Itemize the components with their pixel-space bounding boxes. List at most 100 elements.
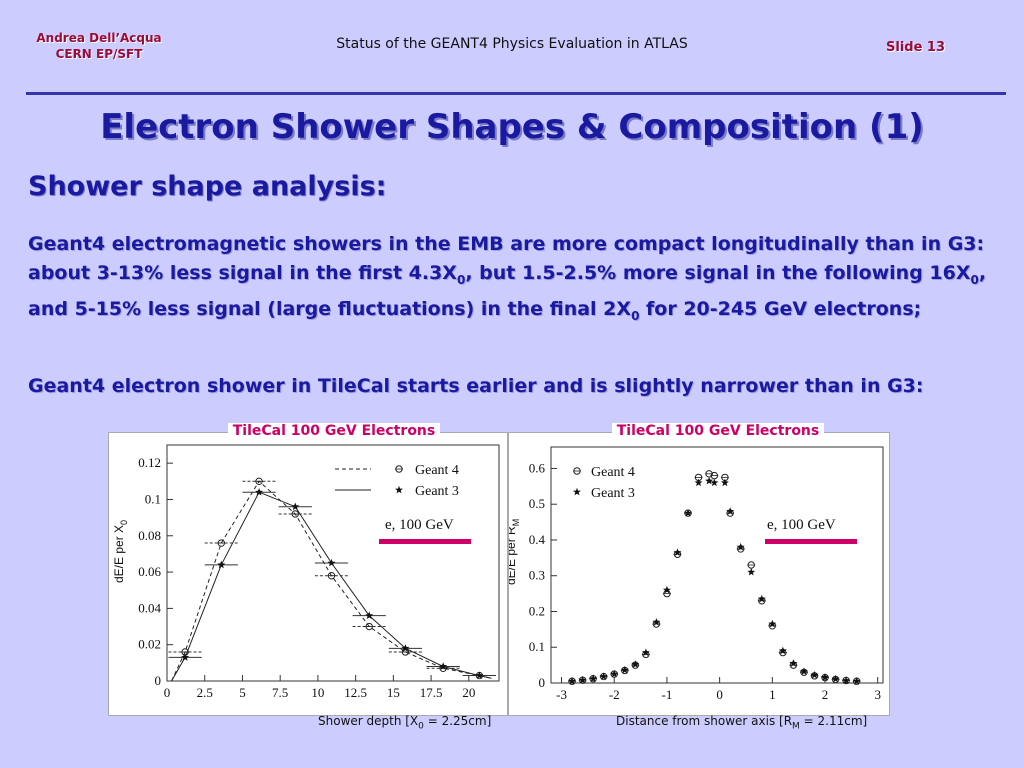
geant3-point: [662, 585, 671, 594]
geant3-point: [181, 653, 190, 661]
geant3-point: [831, 674, 840, 683]
chart-radial-title: TileCal 100 GeV Electrons: [612, 423, 824, 439]
x-tick-label: 2: [822, 687, 829, 702]
x-tick-label: 2.5: [197, 685, 213, 700]
chart-depth: 0 2.5 5 7.5 10 12.5 15 17.5 20 0 0.02 0.04 0.06 0.08 0…: [112, 444, 500, 700]
geant3-point: [439, 662, 448, 670]
annotation-label: e, 100 GeV: [385, 517, 454, 533]
x-tick-label: 7.5: [272, 685, 288, 700]
series-geant4-curve: [171, 480, 492, 682]
geant3-point: [589, 674, 598, 683]
slide-number: Slide 13: [886, 40, 946, 55]
y-tick-label: 0.2: [529, 603, 545, 618]
geant3-point: [821, 673, 829, 681]
geant3-point: [568, 677, 577, 685]
x-tick-label: 5: [239, 685, 246, 700]
y-tick-label: 0.3: [529, 568, 545, 583]
paragraph-tilecal: Geant4 electron shower in TileCal starts…: [28, 375, 924, 397]
geant3-point: [217, 560, 226, 569]
geant3-point: [641, 648, 650, 656]
chart-depth-xlabel: Shower depth [X0 = 2.25cm]: [318, 714, 492, 732]
annotation-bg: [381, 513, 477, 535]
geant3-point: [778, 646, 787, 655]
y-tick-label: 0.06: [138, 564, 161, 579]
y-tick-label: 0.6: [529, 460, 546, 475]
legend-geant3-label: Geant 3: [591, 486, 635, 501]
geant3-point: [842, 676, 851, 684]
y-tick-label: 0.02: [138, 637, 161, 652]
author-affiliation: CERN EP/SFT: [55, 47, 143, 61]
geant3-point: [694, 478, 703, 487]
header-title: Status of the GEANT4 Physics Evaluation …: [336, 36, 688, 52]
x-tick-label: 20: [462, 685, 475, 700]
geant3-point: [736, 542, 745, 551]
chart-radial: -3 -2 -1 0 1 2 3 0 0.1 0.2 0.3 0.4 0.5 0.6 dE/E per RM…: [509, 446, 884, 702]
geant3-point: [720, 478, 729, 487]
geant3-point: [810, 670, 819, 679]
legend-geant4-label: Geant 4: [591, 465, 635, 480]
geant3-point: [631, 660, 640, 668]
y-tick-label: 0.1: [145, 491, 161, 506]
geant3-point: [365, 611, 374, 619]
section-subtitle: Shower shape analysis:: [28, 171, 387, 202]
page-title: Electron Shower Shapes & Composition (1): [100, 107, 924, 147]
geant3-point: [291, 502, 300, 511]
x-tick-label: 0: [716, 687, 723, 702]
geant3-point: [710, 478, 719, 487]
geant3-point: [747, 568, 756, 576]
geant3-point: [800, 667, 808, 675]
geant3-point: [255, 488, 263, 496]
x-tick-label: 15: [387, 685, 400, 700]
y-axis-label: dE/E per RM: [509, 519, 521, 585]
geant3-point: [620, 665, 629, 674]
geant3-point: [789, 659, 798, 667]
geant3-point: [401, 644, 410, 652]
geant3-point: [610, 669, 619, 678]
x-tick-label: -2: [609, 687, 620, 702]
geant3-point: [757, 594, 766, 603]
chart-panel-depth: 0 2.5 5 7.5 10 12.5 15 17.5 20 0 0.02 0.04 0.06 0.08 0…: [108, 432, 508, 716]
geant3-point: [599, 672, 608, 680]
annotation-label: e, 100 GeV: [767, 517, 836, 533]
header-divider: [26, 92, 1006, 95]
geant3-point: [673, 548, 682, 556]
y-tick-label: 0: [539, 675, 546, 690]
y-tick-label: 0.12: [138, 455, 161, 470]
geant3-point: [684, 509, 692, 517]
x-tick-label: 1: [769, 687, 776, 702]
plot-frame: [166, 444, 500, 682]
chart-depth-title: TileCal 100 GeV Electrons: [228, 423, 440, 439]
y-axis-label-sub: 0: [119, 520, 129, 525]
y-tick-label: 0.4: [529, 532, 546, 547]
geant3-point: [578, 675, 587, 684]
y-axis-label-sub: M: [511, 519, 521, 527]
y-tick-label: 0: [155, 673, 162, 688]
y-tick-label: 0.04: [138, 600, 161, 615]
geant3-point: [705, 476, 714, 485]
author-name: Andrea Dell’Acqua: [36, 31, 162, 45]
paragraph-emb: Geant4 electromagnetic showers in the EM…: [28, 233, 987, 323]
y-tick-label: 0.08: [138, 528, 161, 543]
annotation-bar: [379, 539, 471, 544]
x-tick-label: -3: [556, 687, 567, 702]
geant3-point: [768, 619, 777, 628]
geant3-point: [852, 677, 861, 685]
legend-geant4-label: Geant 4: [415, 463, 459, 478]
x-tick-label: 10: [311, 685, 324, 700]
annotation-bar: [765, 539, 857, 544]
geant3-point: [652, 618, 661, 626]
x-tick-label: -1: [662, 687, 673, 702]
legend-geant3-marker: [395, 485, 403, 494]
x-tick-label: 17.5: [420, 685, 443, 700]
y-tick-label: 0.5: [529, 496, 545, 511]
y-axis-label: dE/E per X0: [112, 520, 129, 583]
x-tick-label: 0: [164, 685, 171, 700]
plot-frame: [550, 446, 884, 684]
legend-geant3-label: Geant 3: [415, 484, 459, 499]
annotation-bg: [763, 513, 859, 535]
geant3-point: [726, 507, 735, 515]
y-tick-label: 0.1: [529, 639, 545, 654]
author-block: Andrea Dell’Acqua CERN EP/SFT: [14, 30, 184, 62]
geant3-point: [327, 558, 336, 567]
chart-radial-xlabel: Distance from shower axis [RM = 2.11cm]: [616, 714, 868, 732]
